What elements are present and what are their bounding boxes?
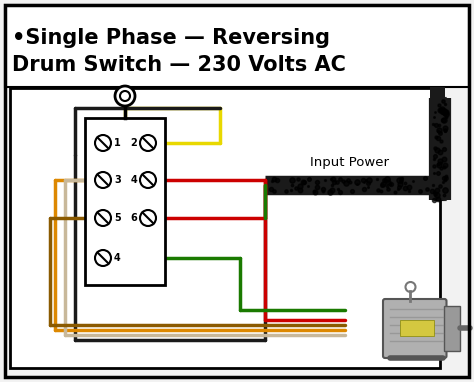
Bar [400, 320, 434, 336]
Circle shape [115, 86, 135, 106]
Text: Drum Switch — 230 Volts AC: Drum Switch — 230 Volts AC [12, 55, 346, 75]
Text: 6: 6 [130, 213, 137, 223]
Text: •Single Phase — Reversing: •Single Phase — Reversing [12, 28, 330, 48]
Text: 2: 2 [130, 138, 137, 148]
Text: 1: 1 [114, 138, 121, 148]
Circle shape [120, 91, 130, 101]
Bar [5, 5, 469, 87]
Circle shape [140, 172, 156, 188]
Circle shape [95, 210, 111, 226]
Circle shape [140, 135, 156, 151]
Text: 4: 4 [114, 253, 121, 263]
Text: Input Power: Input Power [310, 155, 389, 168]
Text: 3: 3 [114, 175, 121, 185]
Text: 5: 5 [114, 213, 121, 223]
Circle shape [95, 250, 111, 266]
Circle shape [95, 135, 111, 151]
FancyBboxPatch shape [383, 299, 447, 358]
Text: 4: 4 [130, 175, 137, 185]
Circle shape [140, 210, 156, 226]
Circle shape [95, 172, 111, 188]
Bar [85, 118, 165, 285]
Bar [445, 306, 460, 351]
Bar [10, 88, 440, 368]
